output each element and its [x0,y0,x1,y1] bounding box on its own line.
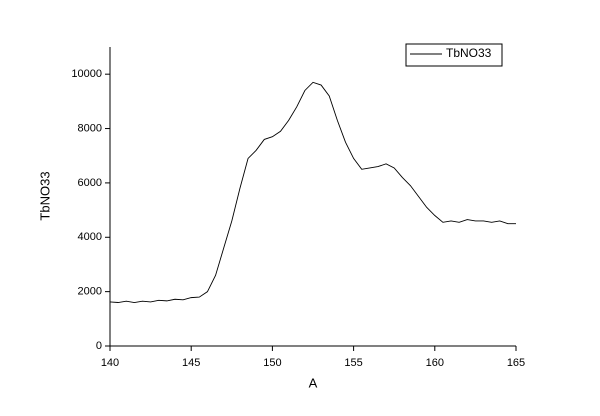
y-tick-label: 8000 [78,122,102,134]
y-tick-label: 10000 [71,68,102,80]
x-axis-title: A [309,375,318,390]
y-tick-label: 2000 [78,286,102,298]
legend-box [405,43,503,67]
x-tick-label: 160 [426,357,444,369]
y-axis-title: TbNO33 [37,171,52,220]
y-tick-label: 6000 [78,177,102,189]
legend-label: TbNO33 [446,46,492,60]
x-tick-label: 145 [182,357,200,369]
x-tick-label: 165 [507,357,525,369]
x-tick-label: 155 [344,357,362,369]
x-tick-label: 150 [263,357,281,369]
y-tick-label: 4000 [78,231,102,243]
y-tick-label: 0 [96,340,102,352]
x-tick-label: 140 [101,357,119,369]
data-line [109,81,516,303]
